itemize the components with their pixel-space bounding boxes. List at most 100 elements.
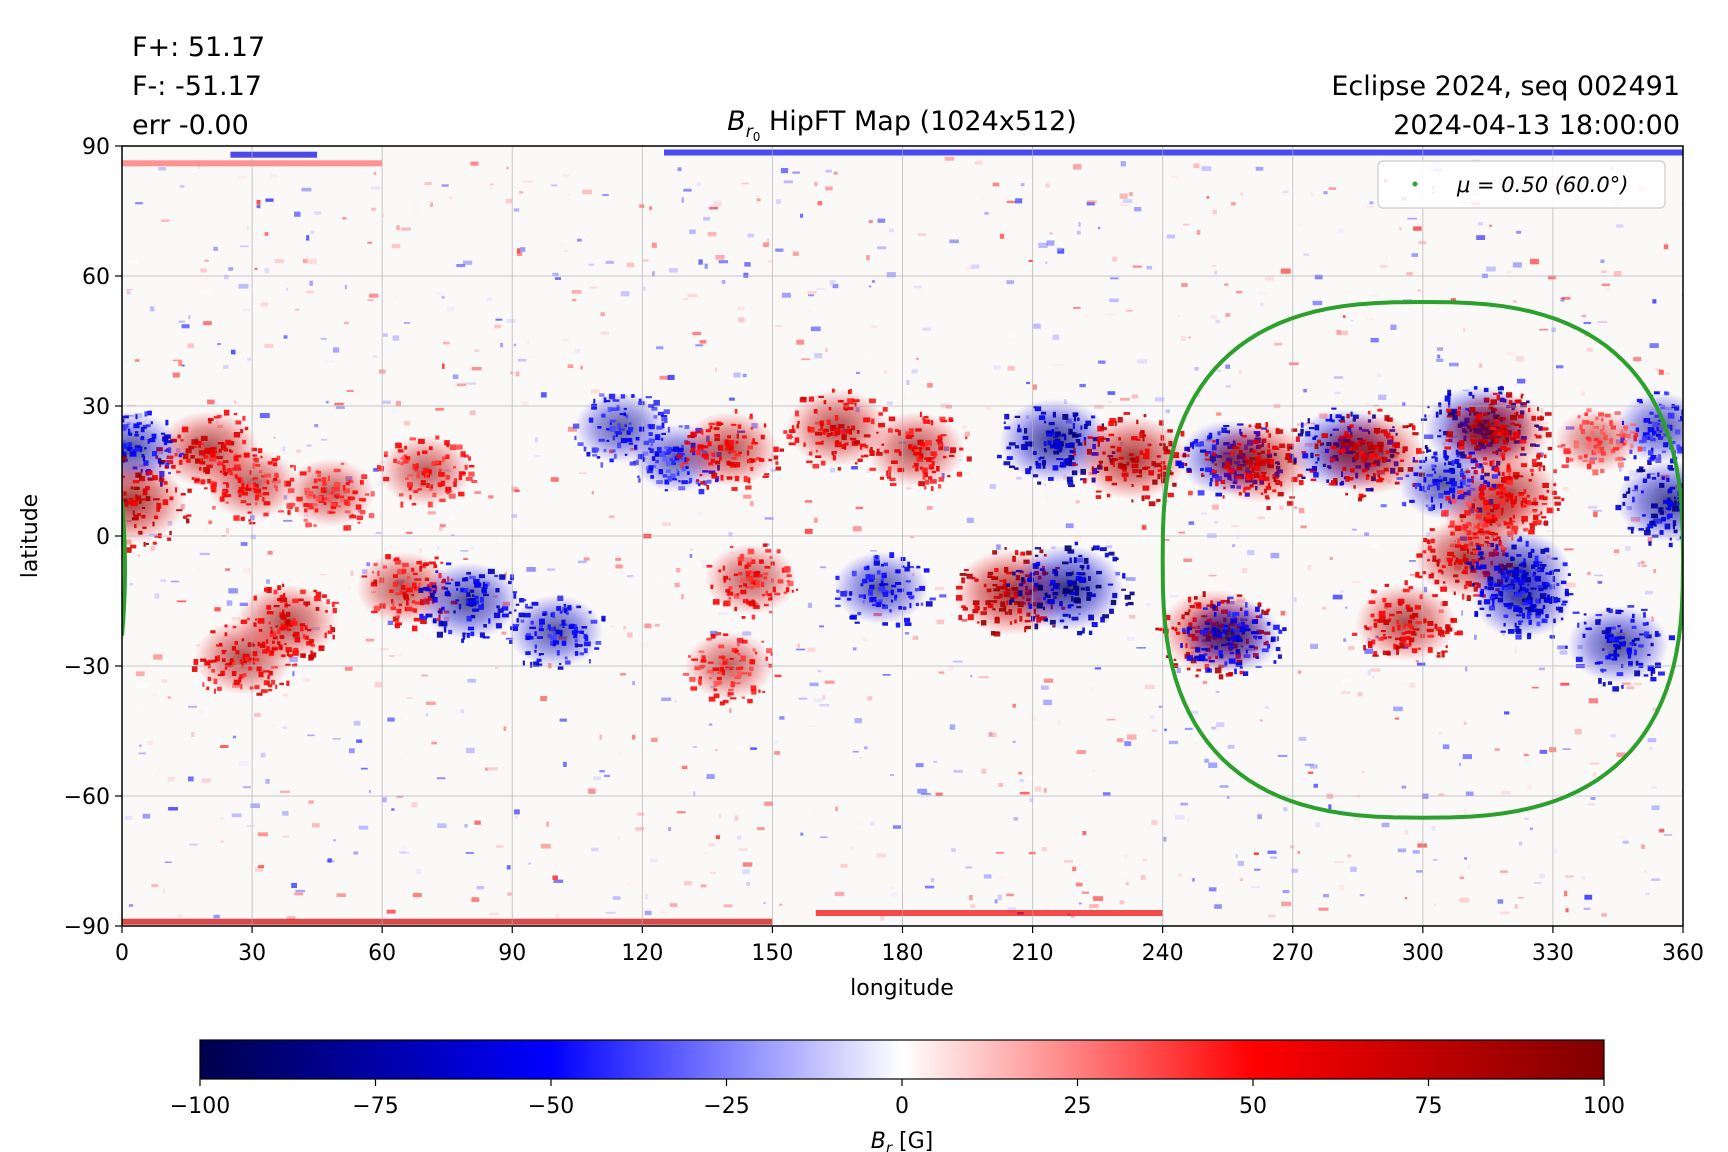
field-speckle [391,243,401,249]
active-region-pixel [279,682,284,686]
active-region-pixel [1514,423,1520,427]
active-region-pixel [157,503,162,509]
active-region-pixel [313,494,316,499]
field-speckle [391,407,398,413]
active-region-pixel [625,438,633,442]
field-speckle [650,858,659,863]
active-region-pixel [273,589,278,595]
active-region-pixel [1081,630,1085,634]
active-region-pixel [737,653,741,656]
active-region-pixel [846,406,854,411]
active-region-pixel [266,646,270,652]
active-region-pixel [295,507,299,512]
active-region-pixel [775,466,781,471]
field-speckle [1584,894,1593,900]
active-region-pixel [1446,557,1453,562]
active-region-pixel [279,635,285,639]
active-region-pixel [288,654,293,658]
field-speckle [294,892,304,896]
active-region-pixel [942,455,947,459]
active-region-pixel [320,487,327,494]
active-region-pixel [163,439,168,446]
active-region-pixel [706,484,710,490]
active-region-pixel [1051,429,1055,435]
field-speckle [291,882,297,888]
active-region-pixel [1428,573,1434,579]
active-region-pixel [762,475,769,478]
active-region-pixel [593,398,596,404]
active-region-pixel [1139,432,1145,439]
field-speckle [1206,196,1209,199]
active-region-pixel [601,413,606,418]
active-region-pixel [890,589,894,596]
active-region-pixel [1109,608,1114,614]
field-speckle [1177,872,1183,878]
active-region-pixel [1166,655,1170,658]
active-region-pixel [1455,544,1461,548]
active-region-pixel [749,665,754,671]
active-region-pixel [213,688,216,694]
field-speckle [1461,610,1464,616]
active-region-pixel [248,666,253,671]
field-speckle [1208,762,1218,768]
field-speckle [526,340,529,345]
active-region-pixel [999,579,1004,582]
field-speckle [1124,584,1131,589]
active-region-pixel [1207,667,1211,672]
active-region-pixel [95,425,100,429]
active-region-pixel [501,606,509,611]
field-speckle [599,393,605,397]
active-region-pixel [1500,446,1507,450]
active-region-pixel [1427,486,1430,491]
active-region-pixel [832,431,836,437]
active-region-pixel [783,430,788,434]
active-region-pixel [808,426,815,433]
field-speckle [1241,568,1248,574]
active-region-pixel [672,478,678,481]
field-speckle [1038,242,1048,248]
field-speckle [572,299,577,302]
field-speckle [1225,313,1231,317]
active-region-pixel [1194,439,1199,442]
field-speckle [348,586,351,591]
active-region-pixel [199,450,206,456]
active-region-pixel [730,681,735,688]
field-speckle [335,406,345,409]
field-speckle [1436,358,1444,362]
active-region-pixel [1427,405,1430,409]
active-region-pixel [300,653,306,658]
active-region-pixel [1325,418,1333,422]
active-region-pixel [1380,429,1388,434]
active-region-pixel [1045,430,1052,434]
field-speckle [731,723,734,726]
field-speckle [1616,224,1624,228]
active-region-pixel [1509,437,1517,441]
active-region-pixel [1235,476,1243,479]
active-region-pixel [1067,480,1074,485]
active-region-pixel [1435,627,1442,631]
active-region-pixel [299,471,307,476]
field-speckle [1226,796,1230,799]
active-region-pixel [466,632,470,638]
field-speckle [1497,899,1504,904]
field-speckle [1136,647,1146,649]
active-region-pixel [869,584,875,590]
field-speckle [519,247,526,252]
active-region-pixel [1518,424,1522,428]
active-region-pixel [1029,466,1032,470]
field-speckle [129,260,139,264]
active-region-pixel [449,444,457,451]
active-region-pixel [1412,432,1419,436]
field-speckle [1183,223,1189,226]
active-region-pixel [1214,463,1218,466]
field-speckle [196,568,202,571]
active-region-pixel [331,601,335,608]
active-region-pixel [1408,423,1414,427]
field-speckle [1313,783,1318,788]
field-speckle [258,865,264,869]
field-speckle [516,251,523,256]
field-speckle [1189,710,1199,715]
active-region-pixel [891,584,897,588]
field-speckle [468,547,475,550]
active-region-pixel [1330,457,1335,462]
